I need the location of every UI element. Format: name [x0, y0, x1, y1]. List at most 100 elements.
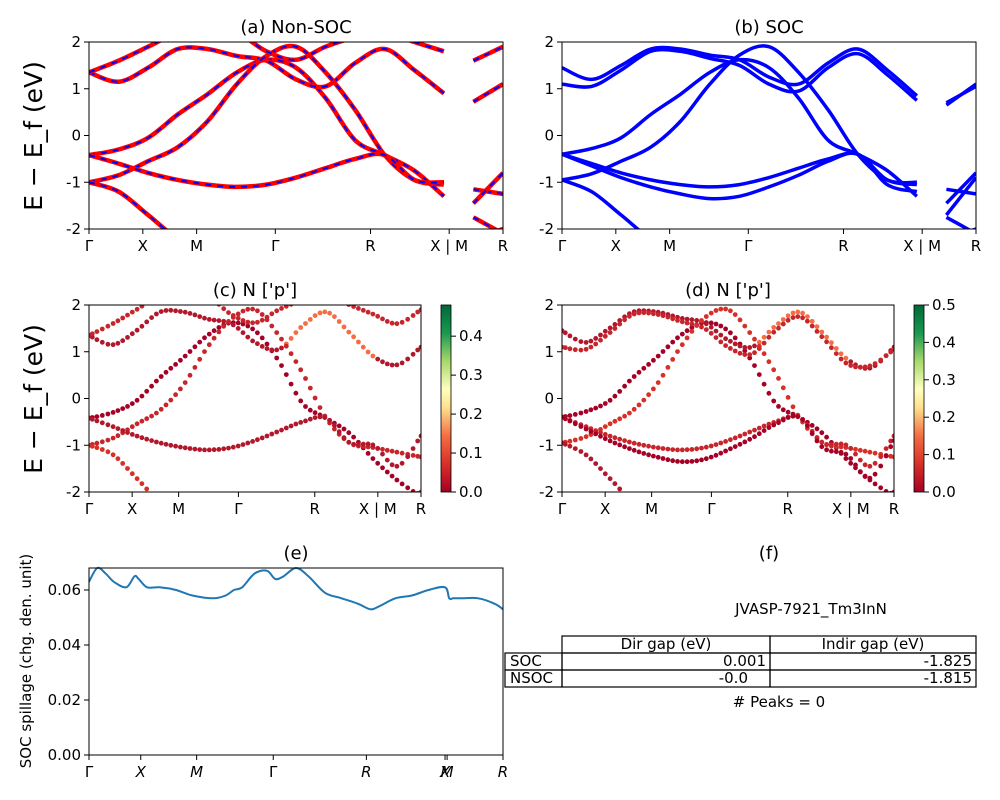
projected-band-point — [665, 446, 671, 452]
y-tick-label: 2 — [71, 296, 81, 314]
projected-band-point — [853, 462, 858, 468]
projected-band-point — [780, 317, 786, 322]
projected-band-point — [245, 306, 251, 312]
projected-band-point — [761, 381, 767, 387]
band-line-soc — [945, 215, 972, 229]
projected-band-point — [110, 452, 116, 458]
projected-band-point — [351, 434, 356, 440]
x-tick-label: Γ — [234, 500, 243, 518]
projected-band-point — [791, 493, 796, 498]
projected-band-point — [819, 329, 825, 335]
projected-band-point — [154, 410, 159, 416]
y-tick-label: 1 — [544, 343, 554, 361]
projected-band-point — [173, 392, 179, 398]
projected-band-point — [602, 432, 608, 437]
x-tick-label: Γ — [744, 237, 753, 255]
projected-band-point — [723, 343, 728, 348]
projected-band-point — [279, 306, 284, 311]
projected-band-point — [641, 451, 647, 456]
projected-band-point — [394, 321, 400, 327]
projected-band-point — [776, 376, 781, 381]
y-tick-label: -1 — [539, 173, 554, 191]
projected-band-point — [99, 339, 105, 345]
projected-band-point — [120, 461, 126, 466]
projected-band-point — [298, 367, 304, 373]
projected-band-point — [718, 339, 724, 345]
projected-band-point — [144, 388, 150, 394]
panel-c-colorbar-ticks: 0.0 0.1 0.2 0.3 0.4 — [451, 327, 483, 501]
projected-band-point — [872, 460, 878, 466]
projected-band-point — [617, 436, 623, 442]
projected-band-point — [670, 447, 676, 452]
projected-band-point — [878, 454, 884, 460]
projected-band-point — [636, 369, 642, 375]
projected-band-point — [622, 413, 627, 419]
projected-band-point — [891, 347, 894, 352]
projected-band-point — [154, 378, 159, 384]
projected-band-point — [795, 414, 801, 419]
projected-band-point — [780, 321, 786, 327]
projected-band-point — [602, 424, 608, 429]
projected-band-point — [216, 305, 222, 307]
projected-band-point — [182, 380, 188, 385]
projected-band-point — [699, 445, 704, 451]
x-tick-label: R — [365, 237, 375, 255]
y-tick-label: 0 — [544, 127, 554, 145]
projected-band-point — [115, 433, 121, 439]
projected-band-point — [848, 359, 854, 365]
projected-band-point — [883, 353, 889, 359]
projected-band-point — [567, 413, 573, 418]
projected-band-point — [593, 461, 599, 466]
projected-band-point — [144, 486, 150, 492]
projected-band-point — [303, 418, 308, 424]
projected-band-point — [235, 311, 241, 317]
projected-band-point — [651, 357, 656, 363]
projected-band-point — [883, 489, 889, 492]
projected-band-point — [631, 311, 637, 317]
projected-band-point — [776, 321, 781, 326]
projected-band-point — [602, 436, 608, 442]
band-line-soc — [945, 171, 976, 205]
projected-band-point — [129, 424, 135, 430]
projected-band-point — [843, 456, 849, 461]
colorbar-tick-label: 0.1 — [459, 444, 483, 462]
projected-band-point — [843, 451, 849, 457]
projected-band-point — [631, 440, 637, 446]
projected-band-point — [641, 365, 647, 371]
projected-band-point — [288, 423, 294, 429]
projected-band-point — [139, 481, 145, 487]
projected-band-point — [187, 349, 193, 354]
projected-band-point — [279, 363, 284, 368]
band-line-soc — [562, 151, 918, 201]
projected-band-point — [336, 423, 342, 429]
projected-band-point — [129, 432, 135, 437]
projected-band-point — [94, 337, 100, 343]
projected-band-point — [240, 321, 246, 327]
projected-band-point — [99, 413, 105, 418]
projected-band-point — [312, 415, 318, 420]
projected-band-point — [341, 324, 347, 330]
projected-band-point — [288, 336, 294, 341]
panel-b-title: (b) SOC — [734, 17, 803, 38]
projected-band-point — [583, 346, 589, 352]
projected-band-point — [598, 430, 603, 435]
projected-band-point — [737, 350, 743, 356]
projected-band-point — [728, 446, 733, 452]
projected-band-point — [723, 336, 728, 342]
projected-band-point — [660, 372, 666, 378]
projected-band-point — [269, 311, 275, 317]
projected-band-point — [578, 410, 584, 416]
projected-band-point — [168, 442, 174, 448]
projected-band-point — [279, 345, 284, 351]
projected-band-point — [588, 456, 594, 462]
projected-band-point — [655, 454, 661, 460]
projected-band-point — [867, 363, 873, 369]
projected-band-point — [790, 404, 796, 410]
projected-band-point — [264, 341, 270, 347]
projected-band-point — [694, 323, 700, 328]
projected-band-point — [718, 306, 724, 312]
projected-band-point — [646, 443, 651, 449]
projected-band-point — [356, 442, 361, 447]
projected-band-point — [115, 318, 121, 324]
projected-band-point — [675, 447, 680, 453]
